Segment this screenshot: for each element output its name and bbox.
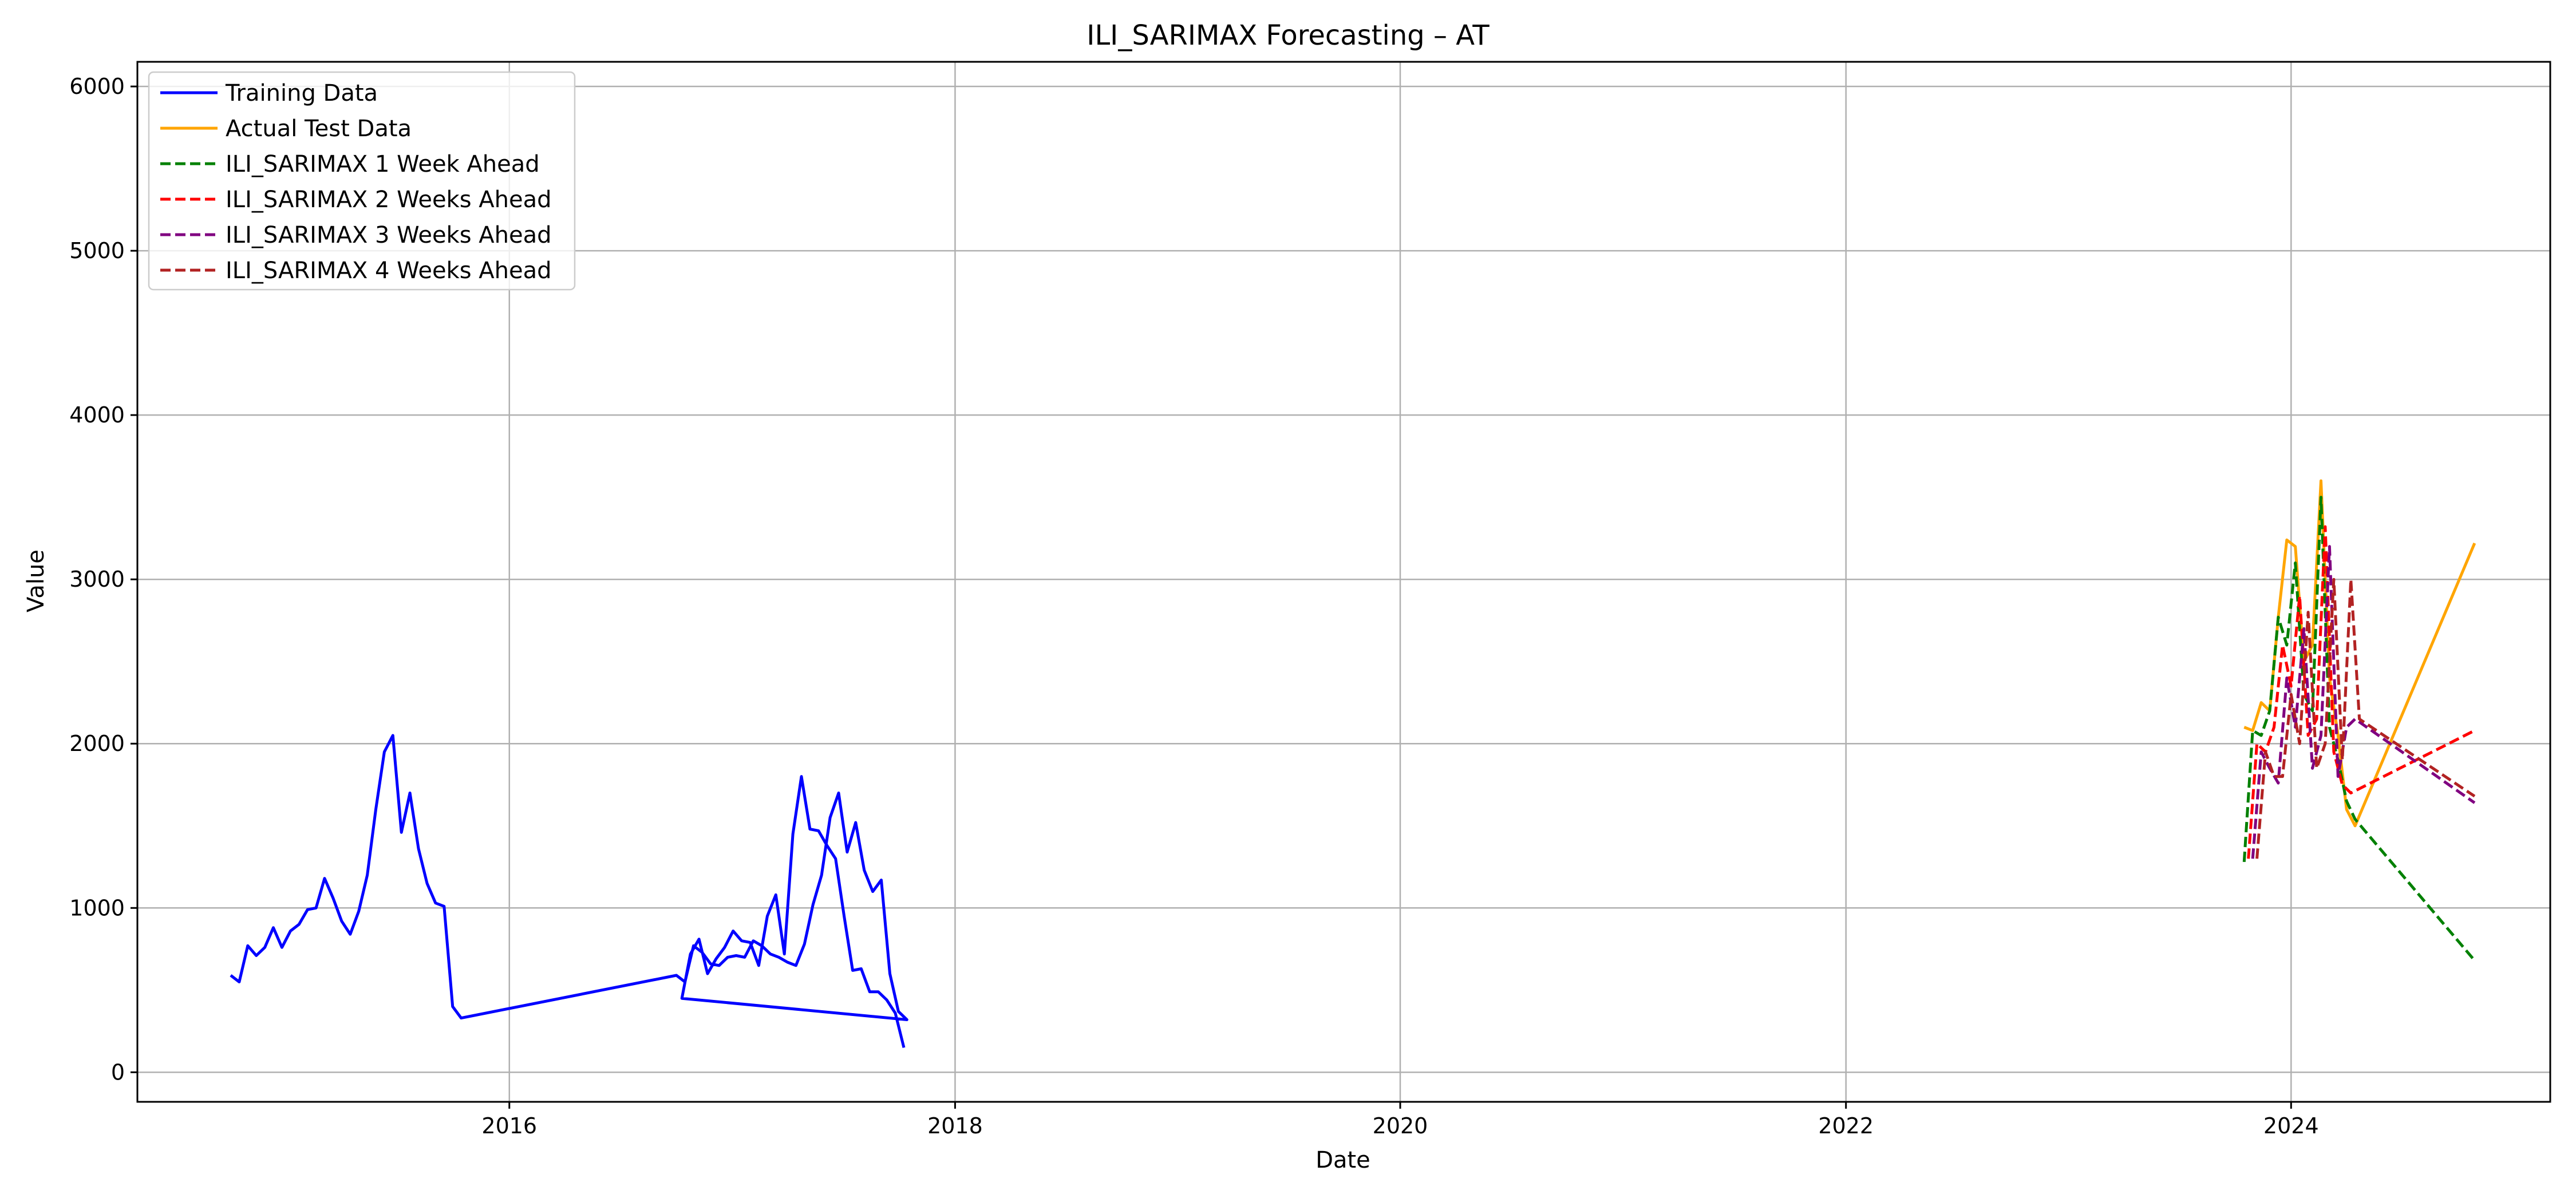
x-tick-label: 2018	[927, 1113, 983, 1138]
x-tick-label: 2016	[481, 1113, 537, 1138]
series-line-5	[2251, 545, 2476, 859]
series-layer	[230, 479, 2476, 1048]
legend-label: Actual Test Data	[226, 116, 412, 142]
y-tick-label: 3000	[69, 567, 125, 592]
legend-label: Training Data	[225, 80, 378, 106]
y-tick-label: 1000	[69, 895, 125, 920]
x-tick-label: 2022	[1818, 1113, 1874, 1138]
series-line-6	[2255, 578, 2476, 859]
series-line-1	[230, 734, 908, 1048]
y-tick-label: 5000	[69, 238, 125, 263]
y-tick-label: 4000	[69, 402, 125, 428]
x-tick-label: 2024	[2263, 1113, 2319, 1138]
x-tick-label: 2020	[1373, 1113, 1428, 1138]
legend-label: ILI_SARIMAX 4 Weeks Ahead	[226, 258, 552, 284]
legend-label: ILI_SARIMAX 1 Week Ahead	[226, 151, 540, 177]
y-tick-label: 2000	[69, 731, 125, 756]
y-axis-label: Value	[23, 549, 49, 612]
plot-frame	[136, 61, 2551, 1103]
ticks: 0 1000 2000 3000 4000 5000 6000 2016 2018 2020 202…	[69, 74, 2318, 1138]
y-tick-label: 6000	[69, 74, 125, 99]
legend-label: ILI_SARIMAX 2 Weeks Ahead	[226, 187, 552, 213]
legend-label: ILI_SARIMAX 3 Weeks Ahead	[226, 222, 552, 248]
y-tick-label: 0	[111, 1059, 125, 1085]
legend: Training Data Actual Test Data ILI_SARIMAX…	[148, 71, 576, 291]
series-line-3	[2242, 496, 2476, 962]
chart-title: ILI_SARIMAX Forecasting – AT	[1086, 19, 1490, 52]
legend-box	[148, 71, 576, 291]
x-axis-label: Date	[1315, 1147, 1370, 1173]
